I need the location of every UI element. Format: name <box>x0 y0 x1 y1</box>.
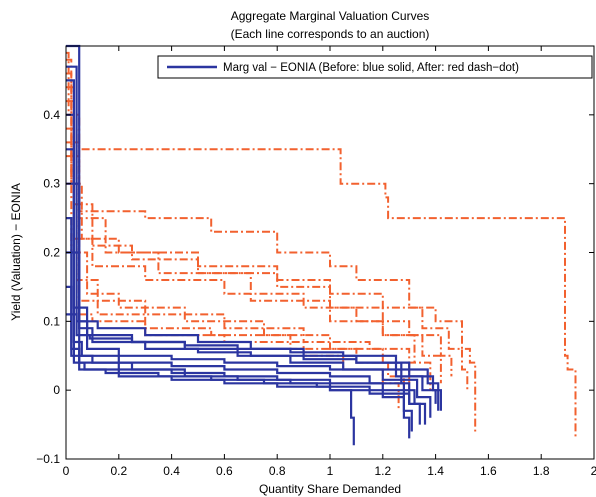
y-tick-label-4: 0.3 <box>43 177 60 191</box>
series-line-after-6 <box>66 100 416 363</box>
y-tick-label-2: 0.1 <box>43 314 60 328</box>
series-line-before-13 <box>66 113 437 404</box>
series-line-before-18 <box>66 285 421 425</box>
series-line-before-19 <box>66 313 440 411</box>
series-line-after-2 <box>66 72 469 391</box>
x-tick-label-0: 0 <box>63 464 70 478</box>
series-line-before-12 <box>66 79 411 439</box>
x-tick-label-8: 1.6 <box>480 464 497 478</box>
x-tick-label-3: 0.6 <box>216 464 233 478</box>
y-axis: −0.1 0 0.1 0.2 0.3 0.4 <box>36 108 594 466</box>
series-line-before-16 <box>66 251 411 404</box>
legend-box <box>157 55 593 79</box>
y-tick-label-0: −0.1 <box>36 452 60 466</box>
x-tick-label-4: 0.8 <box>269 464 286 478</box>
x-tick-label-9: 1.8 <box>533 464 550 478</box>
chart-subtitle: (Each line corresponds to an auction) <box>231 27 430 41</box>
y-tick-label-3: 0.2 <box>43 246 60 260</box>
x-tick-label-5: 1 <box>327 464 334 478</box>
x-axis: 0 0.2 0.4 0.6 0.8 1 1.2 1.4 1.6 1.8 2 <box>63 46 596 478</box>
y-tick-label-1: 0 <box>53 383 60 397</box>
series-line-before-15 <box>66 217 427 425</box>
legend-entry-0: Marg val − EONIA (Before: blue solid, Af… <box>223 62 519 74</box>
y-axis-label: Yield (Valuation) − EONIA <box>9 183 23 321</box>
legend: Marg val − EONIA (Before: blue solid, Af… <box>157 55 593 79</box>
chart-title: Aggregate Marginal Valuation Curves <box>231 9 430 23</box>
x-tick-label-1: 0.2 <box>110 464 127 478</box>
x-tick-label-6: 1.2 <box>374 464 391 478</box>
series-group-before <box>66 44 442 446</box>
x-tick-label-7: 1.4 <box>427 464 444 478</box>
series-line-after-8 <box>66 155 405 398</box>
x-tick-label-2: 0.4 <box>163 464 180 478</box>
series-line-after-5 <box>66 127 432 391</box>
x-tick-label-10: 2 <box>591 464 596 478</box>
x-axis-label: Quantity Share Demanded <box>259 482 401 496</box>
y-tick-label-5: 0.4 <box>43 108 60 122</box>
series-line-after-4 <box>66 113 442 384</box>
series-line-before-17 <box>66 148 413 432</box>
